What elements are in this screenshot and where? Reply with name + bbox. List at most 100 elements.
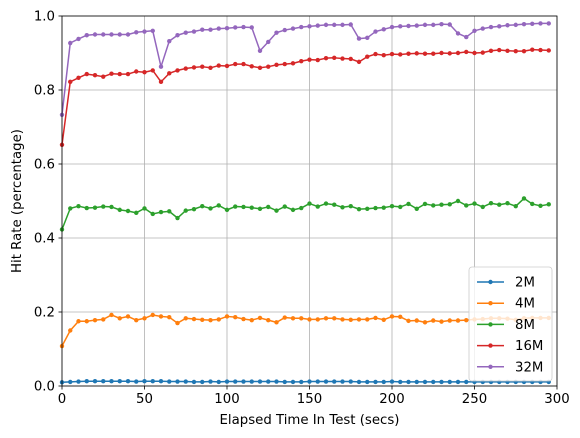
data-point bbox=[117, 71, 122, 77]
data-point bbox=[488, 201, 494, 206]
legend-item: 4M bbox=[477, 297, 535, 312]
data-point bbox=[68, 206, 73, 211]
data-point bbox=[274, 62, 279, 68]
data-point bbox=[134, 379, 139, 384]
y-tick-label: 0.2 bbox=[34, 306, 55, 321]
data-point bbox=[142, 70, 147, 75]
data-point bbox=[142, 378, 147, 384]
data-point bbox=[414, 379, 419, 385]
data-point bbox=[356, 206, 362, 212]
data-point bbox=[398, 204, 403, 210]
data-point bbox=[373, 205, 378, 211]
data-point bbox=[233, 314, 238, 320]
data-point bbox=[68, 40, 73, 46]
data-point bbox=[92, 205, 98, 210]
data-point bbox=[299, 58, 304, 64]
y-tick-label: 0.6 bbox=[34, 158, 55, 173]
data-point bbox=[134, 317, 139, 323]
data-point bbox=[125, 71, 131, 77]
data-point bbox=[84, 71, 89, 77]
data-point bbox=[274, 30, 279, 35]
data-point bbox=[274, 208, 279, 213]
data-point bbox=[257, 379, 263, 384]
data-point bbox=[315, 379, 320, 384]
data-point bbox=[208, 379, 213, 384]
data-point bbox=[365, 54, 370, 59]
data-point bbox=[233, 204, 238, 209]
data-point bbox=[340, 379, 345, 384]
data-point bbox=[216, 26, 221, 31]
data-point bbox=[84, 205, 89, 211]
data-point bbox=[332, 55, 337, 61]
data-point bbox=[488, 48, 494, 53]
data-point bbox=[200, 64, 205, 69]
data-point bbox=[480, 204, 485, 210]
data-point bbox=[480, 50, 485, 55]
data-point bbox=[109, 312, 114, 318]
data-point bbox=[365, 317, 370, 322]
data-point bbox=[76, 36, 81, 42]
legend-label: 32M bbox=[515, 360, 543, 375]
data-point bbox=[546, 21, 551, 26]
data-point bbox=[356, 317, 362, 322]
data-point bbox=[348, 203, 353, 209]
data-point bbox=[381, 379, 386, 385]
data-point bbox=[158, 314, 164, 319]
data-point bbox=[274, 320, 279, 325]
data-point bbox=[158, 64, 164, 69]
data-point bbox=[480, 26, 485, 31]
data-point bbox=[150, 68, 155, 73]
data-point bbox=[117, 316, 122, 321]
data-point bbox=[150, 378, 155, 384]
data-point bbox=[538, 21, 543, 26]
data-point bbox=[323, 55, 329, 61]
data-point bbox=[356, 379, 362, 385]
data-point bbox=[530, 201, 535, 207]
data-point bbox=[315, 57, 320, 63]
data-point bbox=[472, 28, 477, 33]
data-point bbox=[233, 379, 238, 384]
data-point bbox=[348, 379, 353, 384]
data-point bbox=[282, 204, 287, 209]
data-point bbox=[216, 203, 221, 208]
data-point bbox=[158, 209, 164, 215]
data-point bbox=[455, 31, 461, 36]
data-point bbox=[307, 379, 312, 384]
data-point bbox=[431, 318, 436, 323]
data-point bbox=[505, 201, 510, 206]
legend-item: 2M bbox=[477, 276, 535, 291]
data-point bbox=[381, 205, 386, 210]
data-point bbox=[472, 201, 477, 206]
data-point bbox=[323, 316, 329, 321]
legend-marker bbox=[488, 322, 493, 327]
y-axis-label: Hit Rate (percentage) bbox=[10, 129, 25, 273]
data-point bbox=[241, 61, 246, 67]
legend-label: 8M bbox=[515, 318, 535, 333]
data-point bbox=[84, 33, 89, 38]
data-point bbox=[200, 317, 205, 322]
data-point bbox=[208, 27, 213, 32]
data-point bbox=[381, 27, 386, 32]
data-point bbox=[117, 207, 122, 213]
data-point bbox=[101, 317, 106, 322]
data-point bbox=[109, 71, 114, 76]
data-point bbox=[521, 48, 527, 54]
data-point bbox=[307, 201, 312, 206]
data-point bbox=[233, 61, 238, 67]
data-point bbox=[76, 75, 81, 80]
data-point bbox=[505, 48, 510, 53]
data-point bbox=[249, 317, 254, 323]
data-point bbox=[101, 204, 106, 209]
legend-marker bbox=[488, 301, 493, 306]
data-point bbox=[191, 65, 197, 70]
data-point bbox=[249, 64, 254, 69]
data-point bbox=[497, 24, 502, 29]
data-point bbox=[191, 316, 197, 322]
series-2M bbox=[59, 378, 551, 385]
data-point bbox=[167, 38, 172, 44]
data-point bbox=[183, 66, 188, 71]
data-point bbox=[109, 378, 114, 384]
legend-marker bbox=[488, 279, 493, 285]
legend-marker bbox=[488, 343, 493, 348]
data-point bbox=[472, 50, 477, 56]
